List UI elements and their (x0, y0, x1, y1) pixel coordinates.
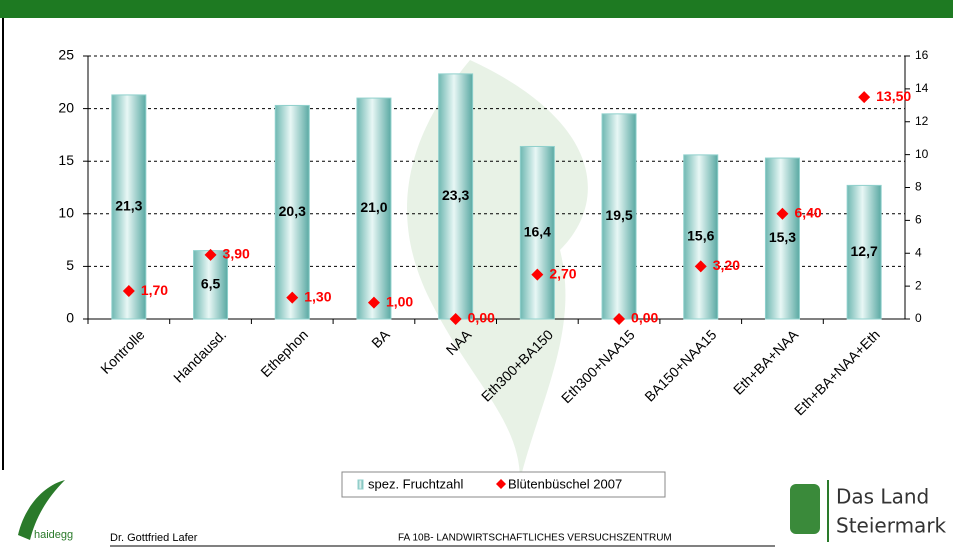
footer-author: Dr. Gottfried Lafer (110, 532, 198, 544)
bar-value-label: 15,3 (769, 229, 796, 245)
diamond-marker (286, 291, 299, 304)
bar-value-label: 19,5 (605, 207, 632, 223)
bar-value-label: 21,0 (360, 199, 387, 215)
bar (683, 154, 719, 320)
y2-tick-label: 2 (915, 278, 922, 292)
y2-tick-label: 10 (915, 147, 929, 161)
y-tick-label: 10 (58, 205, 74, 221)
diamond-marker (858, 91, 871, 104)
legend-label: spez. Fruchtzahl (368, 476, 463, 491)
marker-value-label: 2,70 (549, 265, 576, 281)
bar (519, 145, 555, 320)
y2-tick-label: 14 (915, 81, 929, 95)
y2-tick-label: 8 (915, 180, 922, 194)
diamond-marker (613, 313, 626, 325)
marker-value-label: 1,30 (304, 288, 331, 304)
bar (764, 157, 800, 320)
x-tick-label: Ethephon (257, 326, 311, 380)
bar-value-label: 15,6 (687, 228, 714, 244)
marker-value-label: 0,00 (468, 310, 495, 326)
marker-value-label: 0,00 (631, 310, 658, 326)
bar-value-label: 6,5 (201, 276, 221, 292)
x-tick-label: Eth+BA+NAA (730, 326, 802, 398)
x-tick-label: BA (368, 326, 393, 351)
diamond-marker (531, 268, 544, 281)
bar (111, 94, 147, 320)
y2-tick-label: 12 (915, 114, 929, 128)
x-tick-label: Eth+BA+NAA+Eth (791, 326, 883, 418)
bar-value-label: 12,7 (851, 243, 878, 259)
legend-swatch (357, 479, 364, 490)
y2-tick-label: 16 (915, 48, 929, 62)
bar (274, 104, 310, 320)
right-logo-line2: Steiermark (836, 514, 947, 538)
marker-value-label: 1,70 (141, 282, 168, 298)
footer-institute: FA 10B- LANDWIRTSCHAFTLICHES VERSUCHSZEN… (398, 533, 672, 544)
marker-value-label: 13,50 (876, 88, 911, 104)
diamond-marker (122, 285, 135, 298)
y-tick-label: 15 (58, 152, 74, 168)
bar (438, 73, 474, 320)
header-band (0, 0, 953, 18)
marker-value-label: 3,90 (223, 246, 250, 262)
left-logo-leaf (18, 480, 65, 540)
right-logo-crest (790, 484, 820, 534)
marker-value-label: 3,20 (713, 257, 740, 273)
y2-tick-label: 0 (915, 311, 922, 325)
bar (846, 184, 882, 320)
diamond-marker (367, 296, 380, 309)
y-tick-label: 5 (66, 257, 74, 273)
diamond-marker (776, 207, 789, 220)
x-tick-label: BA150+NAA15 (641, 326, 719, 404)
bar-value-label: 16,4 (524, 223, 551, 239)
x-tick-label: Eth300+NAA15 (558, 326, 638, 406)
marker-value-label: 1,00 (386, 293, 413, 309)
diamond-marker (449, 313, 462, 325)
left-logo: haidegg (34, 529, 73, 541)
x-tick-label: Kontrolle (97, 326, 148, 377)
y-tick-label: 25 (58, 47, 74, 63)
y2-tick-label: 6 (915, 213, 922, 227)
y2-tick-label: 4 (915, 245, 922, 259)
bar-value-label: 21,3 (115, 198, 142, 214)
bar (356, 97, 392, 320)
legend-swatch (496, 479, 506, 489)
legend-label: Blütenbüschel 2007 (508, 476, 622, 491)
bar (601, 113, 637, 320)
y-tick-label: 0 (66, 310, 74, 326)
right-logo-line1: Das Land (836, 485, 929, 509)
bar (193, 250, 229, 320)
x-tick-label: Handausd. (170, 326, 229, 385)
diamond-marker (204, 248, 217, 261)
bar-value-label: 23,3 (442, 187, 469, 203)
diamond-marker (694, 260, 707, 273)
y-tick-label: 20 (58, 99, 74, 115)
marker-value-label: 6,40 (794, 205, 821, 221)
bar-value-label: 20,3 (279, 203, 306, 219)
